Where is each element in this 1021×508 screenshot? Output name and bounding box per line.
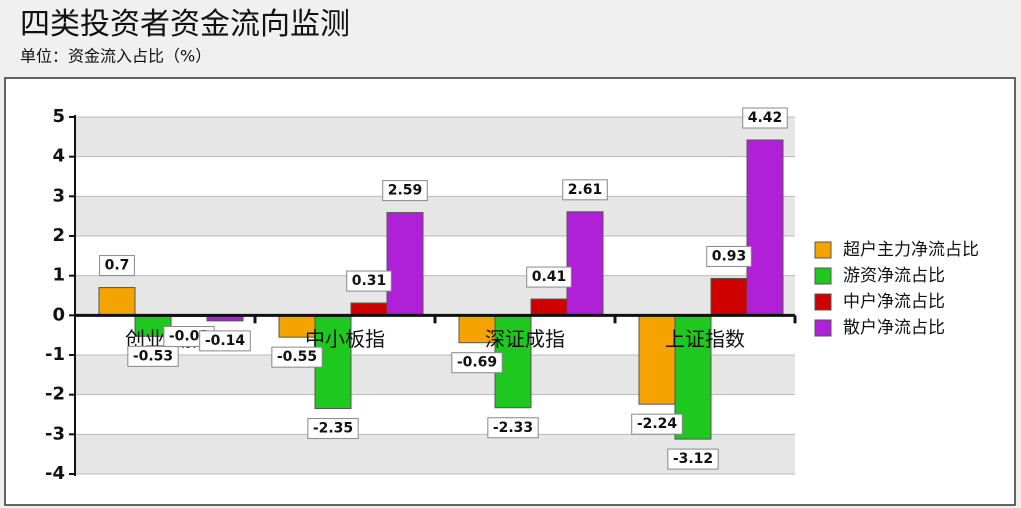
value-label: -2.33 bbox=[493, 420, 533, 436]
y-tick-label: 4 bbox=[52, 146, 65, 167]
y-tick-label: -4 bbox=[45, 463, 65, 484]
legend-label: 散户净流占比 bbox=[843, 318, 945, 338]
y-tick-label: 5 bbox=[52, 106, 65, 127]
y-tick-label: 0 bbox=[52, 304, 65, 325]
bar bbox=[98, 287, 136, 316]
bar bbox=[746, 139, 784, 316]
bar bbox=[386, 212, 424, 316]
value-label: -2.35 bbox=[313, 421, 353, 437]
legend-swatch bbox=[814, 267, 832, 285]
value-label-box bbox=[382, 180, 428, 202]
value-label-box bbox=[346, 270, 392, 292]
value-label-box bbox=[667, 448, 719, 470]
value-label-box bbox=[526, 266, 572, 288]
bar bbox=[638, 314, 676, 405]
value-label: -0.69 bbox=[457, 355, 497, 371]
y-tick-label: 2 bbox=[52, 225, 65, 246]
y-tick-label: 3 bbox=[52, 185, 65, 206]
legend-swatch bbox=[814, 319, 832, 337]
bar bbox=[350, 302, 388, 316]
grid-band bbox=[75, 117, 795, 157]
x-tick-label: 上证指数 bbox=[665, 327, 745, 351]
legend-label: 中户净流占比 bbox=[843, 292, 945, 312]
value-label-box bbox=[562, 179, 608, 201]
value-label-box bbox=[199, 330, 251, 352]
legend-label: 游资净流占比 bbox=[843, 266, 945, 286]
value-label-box bbox=[631, 413, 683, 435]
value-label-box bbox=[742, 107, 788, 129]
value-label: -0.14 bbox=[205, 333, 246, 349]
y-tick-label: 1 bbox=[52, 265, 65, 286]
bar bbox=[710, 277, 748, 316]
value-label: -3.12 bbox=[673, 451, 713, 467]
value-label-box bbox=[127, 345, 179, 367]
legend-swatch bbox=[814, 241, 832, 259]
bar bbox=[566, 211, 604, 316]
value-label: 0.31 bbox=[352, 273, 387, 289]
value-label: 0.41 bbox=[532, 269, 567, 285]
y-tick-label: -2 bbox=[45, 384, 65, 405]
grid-band bbox=[75, 196, 795, 236]
value-label: -0.03 bbox=[169, 329, 209, 345]
bar bbox=[530, 298, 568, 316]
value-label: -0.55 bbox=[277, 349, 317, 365]
value-label-box bbox=[706, 245, 752, 267]
value-label: -2.24 bbox=[637, 416, 678, 432]
value-label: 0.93 bbox=[712, 248, 747, 264]
grid-band bbox=[75, 275, 795, 316]
value-label-box bbox=[99, 255, 135, 277]
value-label: 4.42 bbox=[748, 110, 783, 126]
value-label-box bbox=[487, 417, 539, 439]
legend-swatch bbox=[814, 293, 832, 311]
chart-title: 四类投资者资金流向监测 bbox=[20, 7, 350, 42]
y-tick-label: -3 bbox=[45, 423, 65, 444]
value-label-box bbox=[271, 346, 323, 368]
value-label-box bbox=[451, 352, 503, 374]
value-label: 2.61 bbox=[568, 182, 603, 198]
legend-label: 超户主力净流占比 bbox=[843, 240, 979, 260]
chart-subtitle: 单位：资金流入占比（%） bbox=[20, 47, 211, 66]
value-label: 0.7 bbox=[105, 258, 130, 274]
value-label-box bbox=[307, 418, 359, 440]
y-tick-label: -1 bbox=[45, 344, 65, 365]
x-tick-label: 深证成指 bbox=[485, 327, 565, 351]
value-label: 2.59 bbox=[388, 183, 423, 199]
value-label: -0.53 bbox=[133, 348, 173, 364]
